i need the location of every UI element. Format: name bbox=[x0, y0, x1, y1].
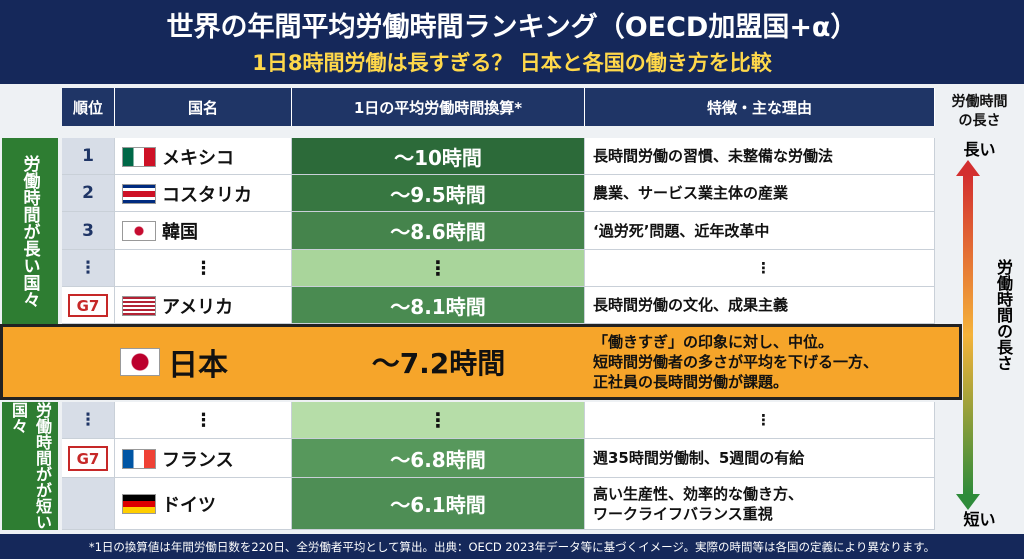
country-name: フランス bbox=[162, 449, 234, 471]
g7-badge: G7 bbox=[68, 294, 108, 317]
hours-cell: 〜9.5時間 bbox=[292, 175, 585, 212]
feature-line: 農業、サービス業主体の産業 bbox=[593, 184, 789, 202]
axis-short: 短い bbox=[963, 510, 996, 529]
axis-arrow-foot bbox=[956, 494, 980, 510]
subtitle: 1日8時間労働は長すぎる？ 日本と各国の働き方を比較 bbox=[252, 51, 772, 75]
column-header: 国名 bbox=[115, 88, 292, 126]
hours-cell: 〜8.1時間 bbox=[292, 287, 585, 324]
header-band bbox=[0, 0, 1024, 84]
feature-cell: ⋮ bbox=[585, 402, 935, 439]
country-name: ⋮ bbox=[194, 258, 213, 279]
side-short: 労働時間がが短い国々 bbox=[2, 402, 58, 530]
flag bbox=[120, 348, 160, 376]
footnote: *1日の換算値は年間労働日数を220日、全労働者平均として算出。出典：OECD … bbox=[0, 534, 1024, 559]
feature-cell: ⋮ bbox=[585, 250, 935, 287]
rank-cell bbox=[62, 478, 115, 530]
axis-arrow-head bbox=[956, 160, 980, 176]
hours-cell: 〜10時間 bbox=[292, 138, 585, 175]
axis-arrow-shaft bbox=[963, 175, 973, 495]
feature-line: ‘過労死’問題、近年改革中 bbox=[593, 221, 770, 240]
hours-cell: ⋮ bbox=[292, 402, 585, 439]
country-cell bbox=[115, 250, 292, 287]
highlight-row bbox=[0, 324, 962, 400]
flag bbox=[122, 221, 156, 241]
feature-cell: 「働きすぎ」の印象に対し、中位。短時間労働者の多さが平均を下げる一方、 正社員の長… bbox=[585, 324, 935, 400]
feature-line: 高い生産性、効率的な働き方、 bbox=[593, 484, 804, 503]
axis-title-line: の長さ bbox=[958, 113, 1001, 129]
feature-line: 「働きすぎ」の印象に対し、中位。 bbox=[593, 333, 834, 351]
axis-title-line: 労働時間 bbox=[951, 94, 1008, 110]
feature-cell: 長時間労働の習慣、未整備な労働法 bbox=[585, 138, 935, 175]
side-long: 労働時間が長い国々 bbox=[2, 138, 58, 324]
flag bbox=[122, 295, 156, 316]
hours-cell: 〜6.8時間 bbox=[292, 439, 585, 478]
country-name: メキシコ bbox=[162, 147, 234, 169]
country-name: コスタリカ bbox=[162, 184, 252, 206]
hours-cell: ⋮ bbox=[292, 250, 585, 287]
flag bbox=[122, 494, 156, 514]
rank-cell bbox=[62, 324, 115, 400]
rank-cell: 1 bbox=[62, 138, 115, 175]
axis-long: 長い bbox=[963, 140, 996, 159]
g7-badge: G7 bbox=[68, 446, 108, 471]
column-header: 順位 bbox=[62, 88, 115, 126]
feature-line: 長時間労働の習慣、未整備な労働法 bbox=[593, 147, 834, 165]
rank-cell: 2 bbox=[62, 175, 115, 212]
country-name: ドイツ bbox=[162, 495, 216, 516]
rank-cell: ⋮ bbox=[62, 250, 115, 287]
hours-cell: 〜8.6時間 bbox=[292, 212, 585, 250]
feature-cell: 農業、サービス業主体の産業 bbox=[585, 175, 935, 212]
feature-line: ⋮ bbox=[756, 259, 771, 277]
country-cell bbox=[115, 402, 292, 439]
hours-cell: 〜7.2時間 bbox=[371, 347, 506, 380]
country-name: 韓国 bbox=[162, 222, 198, 243]
country-name: アメリカ bbox=[162, 296, 234, 318]
country-name: 日本 bbox=[168, 348, 228, 383]
feature-line: ⋮ bbox=[756, 411, 771, 429]
rank-cell: 3 bbox=[62, 212, 115, 250]
feature-line: 長時間労働の文化、成果主義 bbox=[593, 296, 789, 314]
rank-cell: ⋮ bbox=[62, 402, 115, 439]
feature-cell: 長時間労働の文化、成果主義 bbox=[585, 287, 935, 324]
feature-cell: 週35時間労働制、5週間の有給 bbox=[585, 439, 935, 478]
title: 世界の年間平均労働時間ランキング（OECD加盟国+α） bbox=[166, 11, 858, 43]
axis-label: 労働時間の長さ bbox=[994, 259, 1013, 371]
flag bbox=[122, 146, 156, 167]
hours-cell: 〜6.1時間 bbox=[292, 478, 585, 530]
country-name: ⋮ bbox=[194, 410, 213, 431]
feature-cell: 高い生産性、効率的な働き方、 ワークライフバランス重視 bbox=[585, 478, 935, 530]
column-header: 1日の平均労働時間換算* bbox=[292, 88, 585, 126]
feature-line: ワークライフバランス重視 bbox=[593, 504, 773, 523]
column-header: 特徴・主な理由 bbox=[585, 88, 935, 126]
flag bbox=[122, 183, 156, 204]
feature-line: 短時間労働者の多さが平均を下げる一方、 bbox=[593, 353, 879, 371]
flag bbox=[122, 448, 156, 469]
axis-title: 労働時間 の長さ bbox=[935, 90, 1024, 134]
feature-line: 週35時間労働制、5週間の有給 bbox=[593, 449, 805, 467]
feature-line: 正社員の長時間労働が課題。 bbox=[593, 373, 789, 391]
feature-cell: ‘過労死’問題、近年改革中 bbox=[585, 212, 935, 250]
